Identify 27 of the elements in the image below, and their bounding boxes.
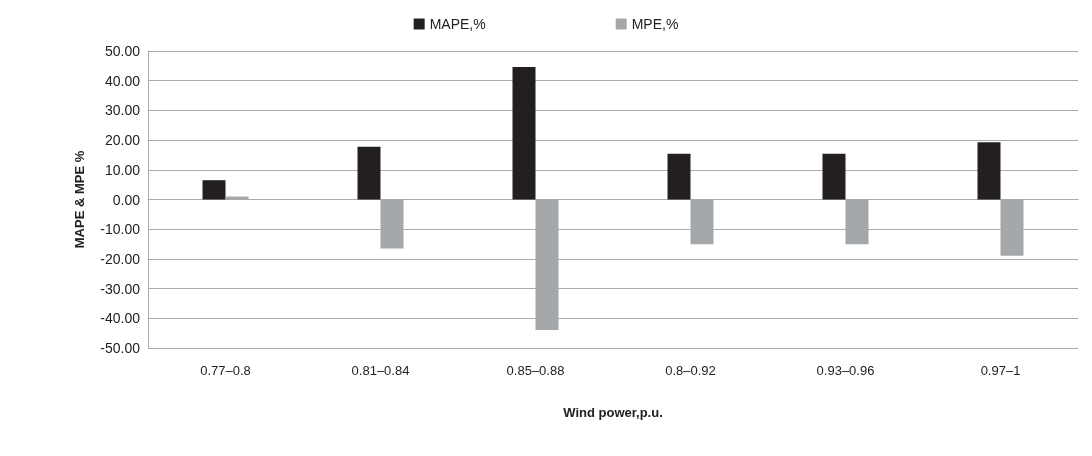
x-tick-label: 0.8–0.92 xyxy=(665,363,716,378)
y-tick-label: 0.00 xyxy=(112,191,141,208)
y-tick-label: -30.00 xyxy=(100,280,141,297)
x-tick-label: 0.93–0.96 xyxy=(816,363,875,378)
y-tick-label: 50.00 xyxy=(104,43,141,59)
x-axis-title: Wind power,p.u. xyxy=(563,405,663,420)
y-tick-label: -50.00 xyxy=(100,340,141,356)
bar xyxy=(357,146,381,200)
bar xyxy=(667,153,691,200)
bar xyxy=(822,153,846,200)
y-tick-label: 10.00 xyxy=(104,161,141,178)
bar xyxy=(977,142,1001,200)
x-tick-label: 0.77–0.8 xyxy=(200,363,251,378)
y-tick-label: -40.00 xyxy=(100,310,141,327)
legend-label: MAPE,% xyxy=(429,16,486,32)
y-tick-label: -20.00 xyxy=(100,250,141,267)
y-tick-label: -10.00 xyxy=(100,221,141,238)
x-tick-label: 0.97–1 xyxy=(980,363,1021,378)
x-tick-label: 0.81–0.84 xyxy=(351,363,410,378)
x-tick-label: 0.85–0.88 xyxy=(506,363,565,378)
bar xyxy=(202,180,226,200)
y-tick-label: 40.00 xyxy=(104,72,141,89)
y-tick-label: 20.00 xyxy=(104,132,141,149)
y-axis-title: MAPE & MPE % xyxy=(72,150,87,249)
legend-label: MPE,% xyxy=(631,16,679,32)
bar xyxy=(512,67,536,200)
y-tick-label: 30.00 xyxy=(104,102,141,119)
